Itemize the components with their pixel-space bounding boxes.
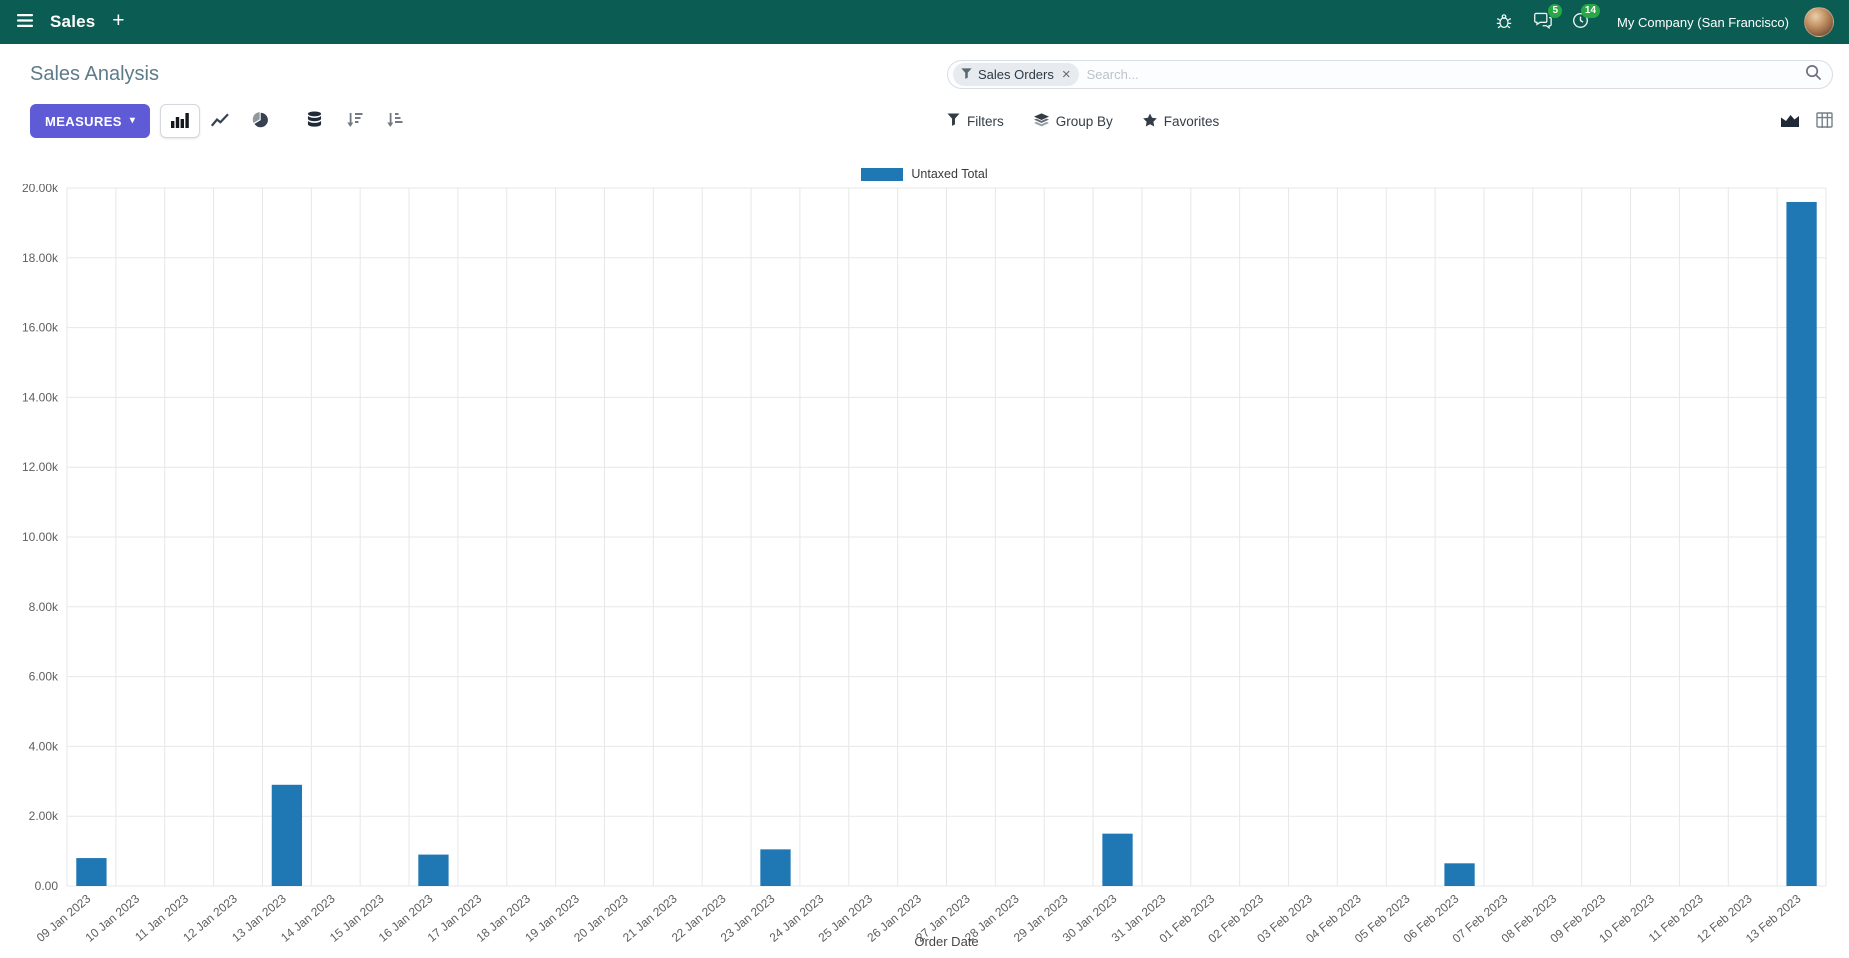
y-tick-label: 10.00k: [22, 530, 59, 544]
area-chart-icon: [1780, 112, 1800, 131]
messages-button[interactable]: 5: [1525, 3, 1563, 41]
chart-area: Untaxed Total 0.00 2.00k 4.00k 6.00k 8.00k 10…: [0, 150, 1849, 956]
y-tick-label: 12.00k: [22, 460, 59, 474]
chart-bar[interactable]: [1102, 833, 1133, 886]
x-axis-title: Order Date: [914, 934, 978, 949]
remove-facet-icon[interactable]: ×: [1061, 65, 1071, 83]
search-facet[interactable]: Sales Orders ×: [953, 62, 1079, 86]
legend-swatch: [861, 167, 904, 181]
measures-button-label: MEASURES: [45, 113, 122, 129]
control-panel-bottom: MEASURES ▾: [30, 104, 1833, 138]
bar-chart-button[interactable]: [160, 104, 201, 138]
layer-group-icon: [1033, 112, 1049, 130]
measures-button[interactable]: MEASURES ▾: [30, 104, 151, 138]
chart-bar[interactable]: [418, 854, 449, 886]
filter-facet-icon: [961, 67, 972, 82]
apps-menu-button[interactable]: [8, 3, 42, 41]
sort-ascending-button[interactable]: [374, 104, 414, 138]
debug-button[interactable]: [1487, 3, 1521, 41]
y-tick-label: 16.00k: [22, 321, 59, 335]
favorites-label: Favorites: [1163, 113, 1220, 129]
messages-count-badge: 5: [1548, 4, 1563, 18]
search-icon: [1805, 64, 1822, 84]
pie-chart-button[interactable]: [240, 104, 280, 138]
nav-left: Sales +: [8, 3, 135, 41]
bar-chart-icon: [171, 112, 190, 131]
clock-icon: [1572, 12, 1589, 32]
y-tick-label: 14.00k: [22, 390, 59, 404]
sort-descending-icon: [346, 112, 363, 131]
messages-icon: [1533, 12, 1552, 32]
control-panel-top: Sales Analysis Sales Orders ×: [30, 58, 1833, 90]
y-tick-label: 18.00k: [22, 251, 59, 265]
chart-bar[interactable]: [1444, 863, 1475, 887]
page-title: Sales Analysis: [30, 62, 159, 85]
activities-button[interactable]: 14: [1563, 3, 1601, 41]
chevron-down-icon: ▾: [129, 115, 136, 126]
company-switcher[interactable]: My Company (San Francisco): [1617, 14, 1789, 30]
line-chart-button[interactable]: [200, 104, 240, 138]
pie-chart-icon: [252, 111, 269, 131]
group-by-button[interactable]: Group By: [1033, 112, 1113, 130]
nav-right: 5 14 My Company (San Francisco): [1487, 3, 1835, 41]
funnel-icon: [947, 113, 960, 129]
filters-button[interactable]: Filters: [947, 113, 1004, 129]
pivot-table-icon: [1816, 111, 1833, 131]
user-menu-button[interactable]: [1803, 3, 1835, 41]
x-tick-label: 10 Jan 2023: [83, 891, 143, 944]
stacked-database-icon: [307, 111, 322, 131]
favorites-button[interactable]: Favorites: [1142, 112, 1220, 130]
app-name[interactable]: Sales: [50, 12, 96, 31]
line-chart-icon: [211, 112, 230, 131]
search-input[interactable]: [1086, 66, 1797, 82]
search-submit-button[interactable]: [1805, 64, 1822, 84]
search-options: Filters Group By Favorites: [947, 111, 1833, 131]
chart-option-group: [294, 104, 414, 138]
y-tick-label: 4.00k: [29, 739, 59, 753]
chart-bar[interactable]: [76, 858, 107, 886]
y-tick-label: 6.00k: [29, 670, 59, 684]
filters-label: Filters: [967, 113, 1004, 129]
legend-label: Untaxed Total: [911, 167, 988, 181]
chart-legend[interactable]: Untaxed Total: [0, 164, 1849, 184]
search-bar[interactable]: Sales Orders ×: [947, 59, 1833, 89]
bug-icon: [1496, 13, 1512, 32]
y-tick-label: 0.00: [35, 879, 59, 893]
view-switcher: [1780, 111, 1833, 131]
star-icon: [1142, 112, 1157, 130]
avatar: [1804, 7, 1834, 37]
sales-chart[interactable]: 0.00 2.00k 4.00k 6.00k 8.00k 10.00k 12.00k 14.0…: [0, 184, 1849, 956]
group-by-label: Group By: [1055, 113, 1113, 129]
activities-count-badge: 14: [1580, 4, 1601, 18]
chart-bar[interactable]: [1786, 201, 1817, 887]
graph-view-button[interactable]: [1780, 112, 1800, 131]
hamburger-icon: [17, 14, 33, 30]
y-tick-label: 2.00k: [29, 809, 59, 823]
top-nav: Sales + 5 14 My Company (San Francisco): [0, 0, 1849, 44]
sort-ascending-icon: [386, 112, 403, 131]
chart-bar[interactable]: [271, 784, 303, 886]
control-panel: Sales Analysis Sales Orders × MEASURES ▾: [0, 44, 1849, 150]
sort-descending-button[interactable]: [334, 104, 374, 138]
pivot-view-button[interactable]: [1816, 111, 1833, 131]
chart-bar[interactable]: [760, 849, 791, 886]
facet-label: Sales Orders: [978, 66, 1054, 82]
stacked-toggle-button[interactable]: [294, 104, 334, 138]
y-tick-label: 20.00k: [22, 184, 59, 195]
graph-toolbar: MEASURES ▾: [30, 104, 947, 138]
y-tick-label: 8.00k: [29, 600, 59, 614]
chart-type-group: [160, 104, 280, 138]
plus-icon[interactable]: +: [101, 3, 135, 41]
